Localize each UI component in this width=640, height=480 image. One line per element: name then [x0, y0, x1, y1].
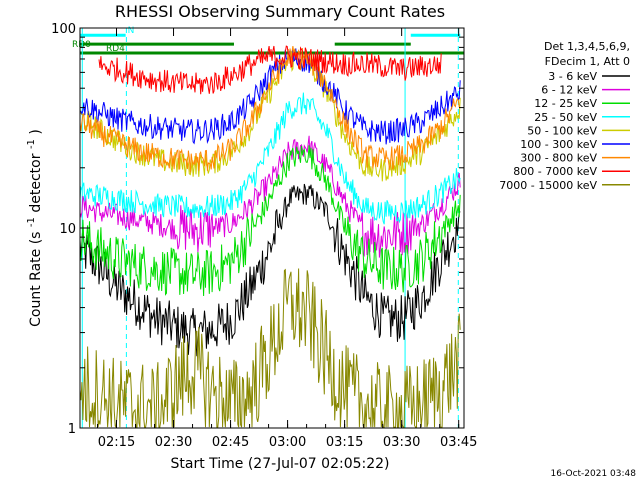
x-tick-label-2: 02:45: [212, 435, 249, 450]
y-axis: 1 10 100: [51, 22, 464, 437]
x-axis: 02:15 02:30 02:45 03:00 03:15 03:30 03:45: [96, 28, 477, 450]
legend-header-1: FDecim 1, Att 0: [545, 55, 630, 68]
series-line-0: [79, 183, 461, 357]
legend-header-0: Det 1,3,4,5,6,9,: [544, 40, 630, 53]
x-tick-label-4: 03:15: [326, 435, 363, 450]
series-line-2: [79, 145, 461, 297]
y-axis-label-close: ): [28, 129, 44, 134]
y-tick-label-1: 10: [59, 222, 76, 237]
footer-date: 16-Oct-2021 03:48: [551, 469, 637, 479]
series-layer: [79, 45, 461, 429]
legend-label-4: 50 - 100 keV: [527, 124, 597, 137]
x-tick-label-0: 02:15: [98, 435, 135, 450]
y-axis-label-exp: -1: [26, 217, 37, 227]
legend-label-7: 800 - 7000 keV: [513, 165, 597, 178]
annotation-label-rd4: RD4: [106, 44, 125, 54]
x-tick-label-5: 03:30: [383, 435, 420, 450]
legend-label-3: 25 - 50 keV: [534, 111, 597, 124]
y-axis-label-main: Count Rate (s: [28, 232, 44, 327]
chart-title: RHESSI Observing Summary Count Rates: [115, 2, 445, 21]
legend-label-6: 300 - 800 keV: [520, 152, 597, 165]
series-line-1: [79, 135, 461, 258]
y-axis-label-mid: detector: [28, 153, 44, 212]
y-tick-label-2: 100: [51, 22, 76, 37]
legend-label-2: 12 - 25 keV: [534, 97, 597, 110]
series-line-7: [98, 45, 442, 95]
series-line-8: [79, 268, 461, 429]
legend-label-8: 7000 - 15000 keV: [499, 179, 597, 192]
legend-label-5: 100 - 300 keV: [520, 138, 597, 151]
legend-label-0: 3 - 6 keV: [548, 70, 597, 83]
y-tick-label-0: 1: [68, 422, 76, 437]
annotation-label-n: N: [128, 26, 135, 36]
x-tick-label-3: 03:00: [269, 435, 306, 450]
y-axis-label-exp2: -1: [26, 139, 37, 149]
series-line-3: [79, 92, 461, 225]
legend-label-1: 6 - 12 keV: [541, 84, 597, 97]
series-line-5: [79, 48, 461, 145]
annotation-layer: N RD0 RD4: [72, 26, 464, 55]
legend: Det 1,3,4,5,6,9, FDecim 1, Att 0 3 - 6 keV…: [499, 40, 630, 192]
x-tick-label-1: 02:30: [155, 435, 192, 450]
series-line-6: [79, 46, 461, 173]
y-axis-label: Count Rate (s -1 detector -1 ): [22, 129, 44, 327]
annotation-label-rd0: RD0: [72, 40, 91, 50]
x-axis-label: Start Time (27-Jul-07 02:05:22): [170, 456, 389, 472]
x-tick-label-6: 03:45: [440, 435, 477, 450]
